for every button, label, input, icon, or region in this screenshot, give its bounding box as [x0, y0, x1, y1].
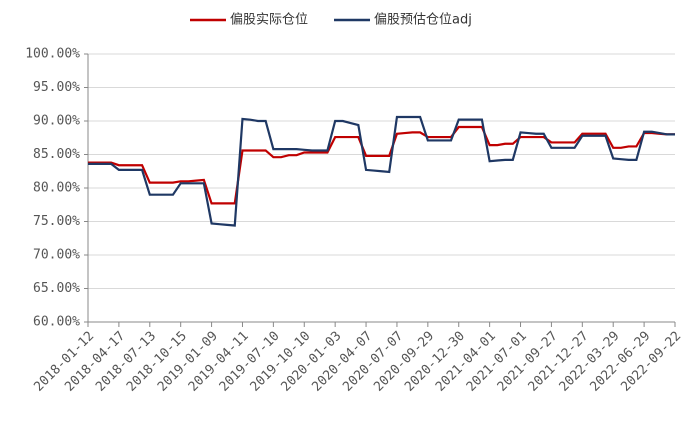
legend-label: 偏股实际仓位 [230, 13, 308, 28]
y-tick-label: 85.00% [33, 147, 80, 162]
series-line [88, 125, 675, 205]
legend-label: 偏股预估仓位adj [374, 13, 472, 28]
legend: 偏股实际仓位 偏股预估仓位adj [190, 13, 472, 28]
y-tick-label: 80.00% [33, 181, 80, 196]
y-tick-label: 65.00% [33, 281, 80, 296]
y-tick-label: 70.00% [33, 248, 80, 263]
y-tick-label: 100.00% [25, 47, 80, 62]
y-tick-label: 75.00% [33, 214, 80, 229]
y-tick-label: 90.00% [33, 114, 80, 129]
y-tick-label: 60.00% [33, 315, 80, 330]
y-tick-label: 95.00% [33, 80, 80, 95]
series-line [88, 115, 675, 227]
